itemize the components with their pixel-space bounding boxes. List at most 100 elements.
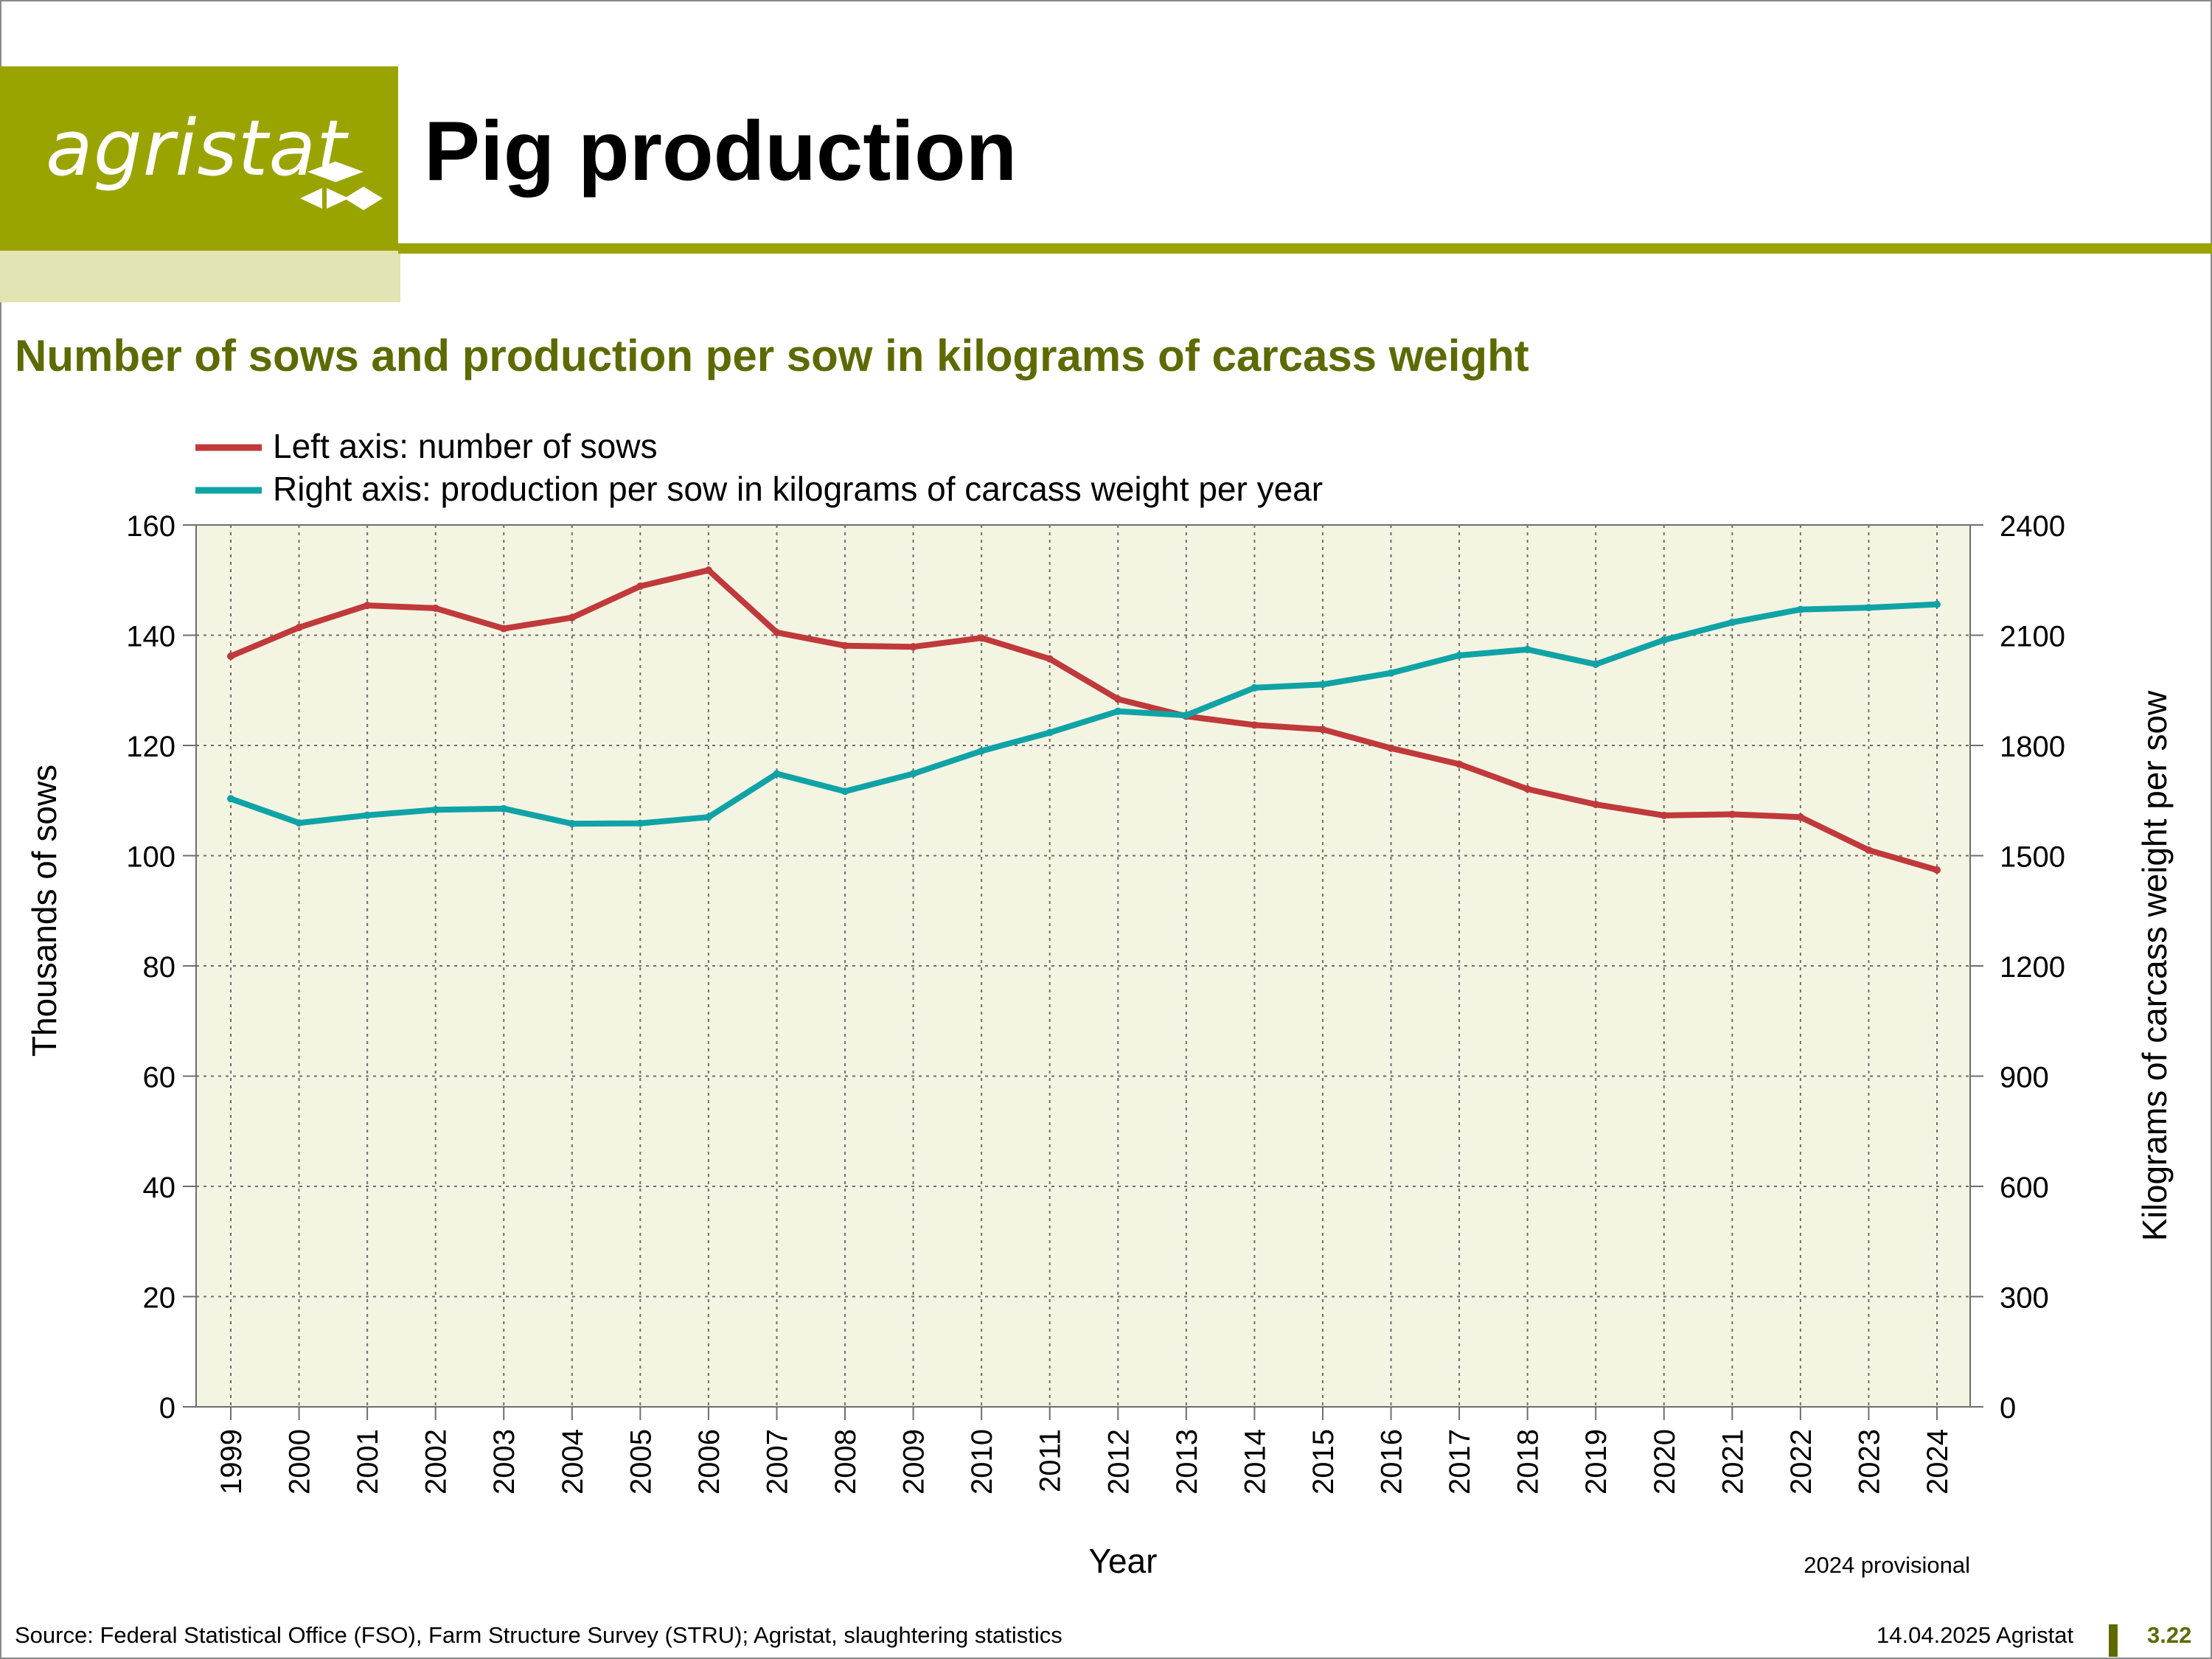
page-title: Pig production <box>424 105 1018 198</box>
data-point-sows <box>636 582 644 590</box>
gridlines <box>196 525 1970 1407</box>
data-point-production <box>1865 604 1873 612</box>
data-point-sows <box>1865 846 1873 855</box>
data-point-sows <box>909 643 917 651</box>
x-tick-label: 2015 <box>1307 1429 1340 1495</box>
legend: Left axis: number of sows Right axis: pr… <box>195 427 1323 508</box>
data-point-sows <box>295 624 303 632</box>
data-point-sows <box>1523 785 1531 793</box>
data-point-sows <box>978 634 986 642</box>
data-point-sows <box>1796 813 1804 821</box>
ticks: 0 0 20 300 40 600 60 900 80 1200 100 1500 120 1800 140… <box>126 510 2065 1495</box>
data-point-sows <box>1660 811 1668 819</box>
x-tick-label: 2001 <box>352 1429 384 1495</box>
x-tick-label: 2012 <box>1102 1429 1135 1495</box>
data-point-sows <box>568 613 576 622</box>
series-lines <box>227 566 1941 874</box>
x-tick-label: 2010 <box>966 1429 998 1495</box>
footer-bar <box>2109 1624 2118 1657</box>
data-point-production <box>1933 600 1941 608</box>
x-tick-label: 2008 <box>830 1429 862 1495</box>
y-tick-label: 120 <box>126 731 175 763</box>
data-point-sows <box>1455 760 1464 768</box>
data-point-production <box>1318 681 1326 689</box>
data-point-sows <box>500 625 508 633</box>
logo-text: agristat <box>46 103 347 193</box>
x-tick-label: 2007 <box>761 1429 793 1495</box>
data-point-sows <box>1046 655 1054 663</box>
x-tick-label: 2018 <box>1512 1429 1545 1495</box>
x-tick-label: 2000 <box>284 1429 316 1495</box>
data-point-sows <box>227 652 234 660</box>
data-point-sows <box>1728 810 1736 818</box>
data-point-production <box>431 806 439 814</box>
data-point-production <box>773 770 781 778</box>
x-tick-label: 2013 <box>1171 1429 1203 1495</box>
y2-tick-label: 1500 <box>2000 841 2065 874</box>
data-point-production <box>841 787 849 796</box>
data-point-production <box>500 804 508 813</box>
x-tick-label: 2017 <box>1444 1429 1476 1495</box>
chart-title: Number of sows and production per sow in… <box>15 331 1529 380</box>
x-tick-label: 2002 <box>420 1429 453 1495</box>
data-point-production <box>1251 684 1259 692</box>
x-tick-label: 2006 <box>693 1429 726 1495</box>
x-tick-label: 2014 <box>1239 1429 1271 1495</box>
data-point-sows <box>1251 721 1259 729</box>
data-point-sows <box>364 602 372 610</box>
data-point-production <box>704 813 712 821</box>
page-number: 3.22 <box>2147 1622 2192 1648</box>
data-point-production <box>636 819 644 827</box>
data-point-sows <box>1387 744 1395 752</box>
x-tick-label: 2022 <box>1785 1429 1818 1495</box>
y2-tick-label: 900 <box>2000 1062 2049 1094</box>
x-tick-label: 2020 <box>1649 1429 1681 1495</box>
data-point-sows <box>1592 800 1600 808</box>
x-tick-label: 2023 <box>1853 1429 1885 1495</box>
data-point-production <box>1387 669 1395 677</box>
data-point-production <box>1114 707 1122 715</box>
data-point-production <box>909 770 917 778</box>
y2-tick-label: 300 <box>2000 1282 2049 1315</box>
logo-panel <box>0 66 398 251</box>
data-point-sows <box>704 566 712 574</box>
source-note: Source: Federal Statistical Office (FSO)… <box>15 1622 1062 1648</box>
x-tick-label: 2019 <box>1580 1429 1613 1495</box>
y2-tick-label: 2100 <box>2000 621 2065 653</box>
data-point-production <box>1796 605 1804 613</box>
y-tick-label: 20 <box>143 1282 176 1315</box>
data-point-sows <box>773 628 781 636</box>
y-tick-label: 100 <box>126 841 175 874</box>
data-point-production <box>1592 660 1600 668</box>
x-tick-label: 2021 <box>1717 1429 1749 1495</box>
data-point-production <box>1182 712 1190 720</box>
data-point-production <box>364 811 372 819</box>
provisional-note: 2024 provisional <box>1804 1552 1970 1578</box>
logo-mark-icon <box>300 161 383 210</box>
series-line-production <box>228 601 1940 827</box>
data-point-production <box>1728 619 1736 627</box>
data-point-sows <box>1114 695 1122 703</box>
series-line-sows <box>228 567 1940 873</box>
x-tick-label: 2011 <box>1034 1429 1067 1492</box>
y2-tick-label: 0 <box>2000 1392 2016 1425</box>
legend-label-production: Right axis: production per sow in kilogr… <box>273 470 1323 508</box>
legend-label-sows: Left axis: number of sows <box>273 427 658 465</box>
x-tick-label: 1999 <box>215 1429 248 1495</box>
x-tick-label: 2016 <box>1376 1429 1408 1495</box>
y2-axis-title: Kilograms of carcass weight per sow <box>2135 690 2174 1241</box>
logo-accent-strip <box>0 251 400 302</box>
x-tick-label: 2005 <box>625 1429 657 1495</box>
y2-tick-label: 1800 <box>2000 731 2065 763</box>
data-point-sows <box>1318 726 1326 734</box>
x-tick-label: 2003 <box>488 1429 521 1495</box>
data-point-sows <box>1933 866 1941 874</box>
data-point-production <box>1455 651 1464 659</box>
y2-tick-label: 1200 <box>2000 951 2065 984</box>
x-tick-label: 2004 <box>557 1429 589 1495</box>
footer-date: 14.04.2025 Agristat <box>1877 1622 2074 1648</box>
data-point-production <box>978 747 986 755</box>
y2-tick-label: 2400 <box>2000 510 2065 543</box>
